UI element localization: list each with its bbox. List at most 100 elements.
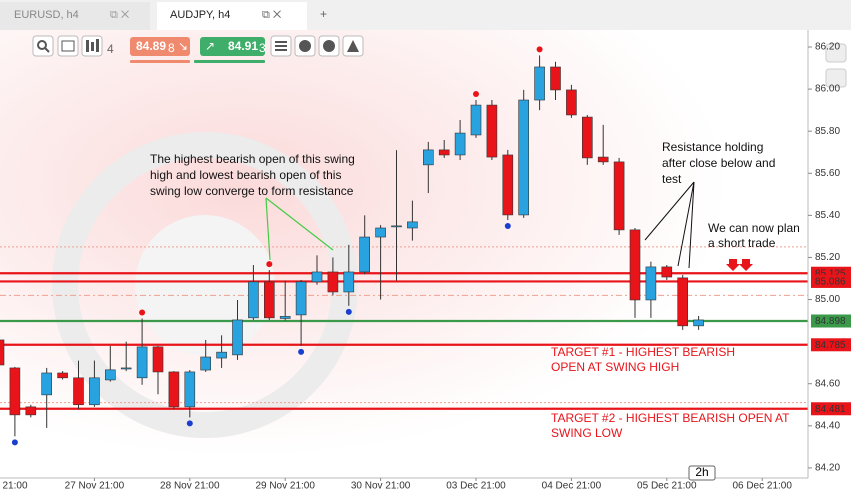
tab[interactable]: [0, 2, 150, 30]
annotation: Resistance holding: [662, 140, 763, 154]
x-tick-label: 06 Dec 21:00: [732, 481, 792, 492]
annotation: SWING LOW: [551, 426, 623, 440]
time-badge-label: 2h: [695, 465, 708, 479]
candle-body: [25, 406, 37, 416]
candle-body: [279, 316, 291, 319]
swing-low-dot: [11, 439, 18, 446]
time-axis: [0, 478, 808, 492]
candle-body: [0, 339, 5, 366]
y-tick-label: 84.40: [815, 420, 840, 431]
annotation: The highest bearish open of this swing: [150, 152, 355, 166]
candle-body: [200, 356, 211, 371]
candle-body: [391, 225, 402, 228]
candle-body: [89, 377, 100, 406]
candle-body: [152, 346, 164, 373]
level-tag: [811, 338, 851, 352]
swing-high-dot: [139, 309, 146, 316]
y-tick-label: 85.20: [815, 252, 840, 263]
x-tick-label: 03 Dec 21:00: [446, 481, 506, 492]
level-label: 85.125: [815, 268, 846, 279]
candle-body: [518, 99, 530, 216]
candle-body: [581, 116, 593, 159]
x-tick-label: 28 Nov 21:00: [160, 481, 220, 492]
x-tick-label: 30 Nov 21:00: [351, 481, 411, 492]
candle-body: [486, 104, 498, 158]
tab-active[interactable]: [157, 2, 307, 30]
candle-body: [359, 236, 371, 273]
buy-button[interactable]: [200, 37, 265, 56]
sell-button[interactable]: [130, 37, 190, 56]
candle-body: [470, 104, 482, 136]
sell-bar: [130, 60, 190, 63]
candle-body: [566, 89, 577, 116]
y-tick-label: 85.60: [815, 168, 840, 179]
buy-pip: 3: [259, 41, 266, 55]
candle-body: [407, 221, 418, 229]
candle-body: [120, 367, 132, 370]
annotation: OPEN AT SWING HIGH: [551, 360, 679, 374]
candle-body: [9, 367, 21, 416]
candle-body: [677, 277, 689, 327]
swing-low-dot: [298, 348, 305, 355]
x-tick-label: 04 Dec 21:00: [542, 481, 602, 492]
pointer-line: [677, 181, 695, 267]
candle-body: [629, 229, 641, 301]
level-label: 84.481: [815, 404, 846, 415]
candle-body: [263, 281, 275, 319]
tab-icon[interactable]: ⧉ ✕: [110, 9, 129, 21]
candle-body: [105, 369, 116, 381]
candle-body: [295, 281, 307, 316]
buy-bar: [194, 60, 265, 63]
candle-body: [597, 156, 609, 163]
candle-body: [438, 149, 450, 156]
zoom-button[interactable]: [32, 35, 54, 57]
candle-body: [454, 132, 466, 156]
sell-price: 84.89: [136, 39, 166, 53]
new-tab[interactable]: +: [320, 7, 327, 21]
toolbar-glyphs: [37, 39, 359, 53]
swing-high-dot: [536, 46, 543, 53]
swing-low-dot: [345, 308, 352, 315]
chart-settings-button[interactable]: [57, 35, 79, 57]
candle-body: [168, 371, 180, 408]
candle-body: [375, 227, 386, 238]
sell-pip: 8: [168, 41, 175, 55]
y-tick-label: 86.00: [815, 84, 840, 95]
y-tick-label: 85.80: [815, 126, 840, 137]
candle-body: [232, 319, 243, 356]
candle-body: [534, 66, 545, 101]
buy-arrow: ↗: [205, 39, 215, 53]
timeframe: 4: [107, 42, 114, 56]
annotation: a short trade: [708, 236, 776, 250]
tab-icon[interactable]: ⧉ ✕: [262, 9, 281, 21]
tab-title: AUDJPY, h4: [170, 9, 230, 21]
candle-body: [343, 271, 355, 293]
x-tick-label: 29 Nov 21:00: [255, 481, 315, 492]
swing-low-dot: [504, 222, 511, 229]
pointer-line: [265, 197, 334, 251]
screenshot-button[interactable]: [825, 68, 847, 88]
y-tick-label: 86.20: [815, 42, 840, 53]
candle-body: [184, 371, 196, 408]
annotation: We can now plan: [708, 221, 800, 235]
swing-low-dot: [186, 420, 193, 427]
y-tick-label: 84.60: [815, 378, 840, 389]
candle-body: [73, 377, 84, 406]
candle-body: [613, 161, 625, 231]
y-tick-label: 85.40: [815, 210, 840, 221]
level-tag: [811, 314, 851, 328]
candle-body: [136, 346, 148, 379]
annotation: TARGET #2 - HIGHEST BEARISH OPEN AT: [551, 411, 790, 425]
candle-body: [661, 266, 673, 278]
annotation: after close below and: [662, 156, 775, 170]
annotation: TARGET #1 - HIGHEST BEARISH: [551, 345, 735, 359]
pointer-line: [688, 181, 695, 269]
candle-body: [311, 271, 323, 283]
candle-body: [422, 149, 434, 166]
candle-body: [550, 66, 561, 91]
annotation: swing low converge to form resistance: [150, 184, 354, 198]
candle-body: [248, 281, 259, 319]
axis-button[interactable]: [825, 43, 847, 63]
annotation: test: [662, 172, 682, 186]
level-label: 85.086: [815, 277, 846, 288]
